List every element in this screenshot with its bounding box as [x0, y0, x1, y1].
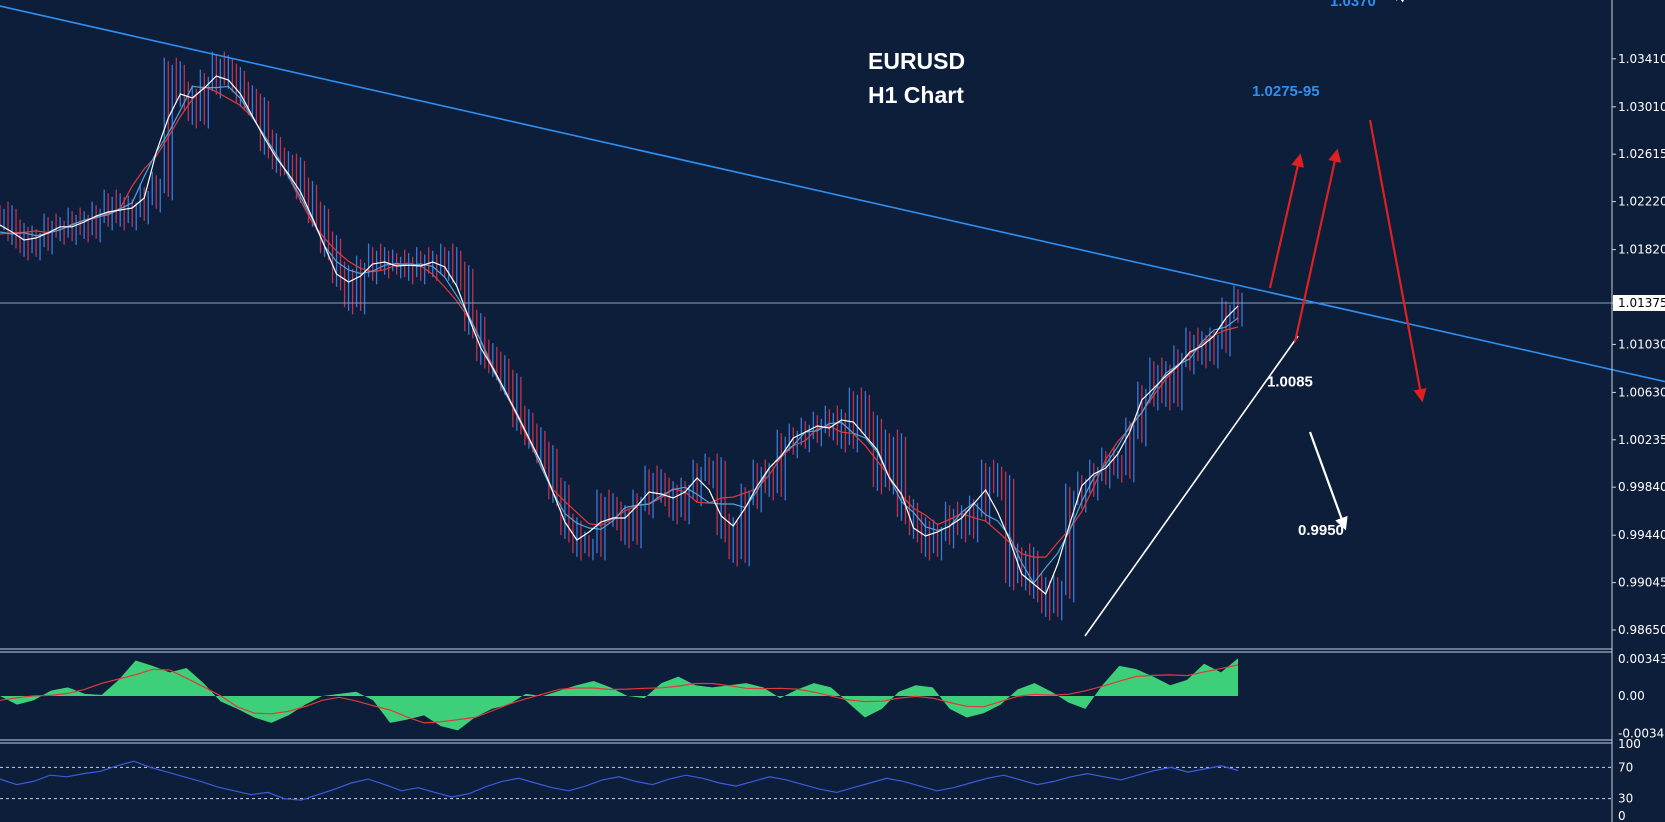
uptrend-trendline [1084, 335, 1299, 637]
price-tick-label: 0.98650 [1618, 623, 1665, 637]
rsi-tick-label: 0 [1618, 809, 1626, 822]
price-axis: 1.03410 1.03010 1.02615 1.02220 1.01820 1.013… [1612, 52, 1665, 822]
forecast-arrow-bull [1268, 153, 1305, 289]
price-tick-label: 1.02615 [1618, 147, 1665, 161]
macd-tick-label: 0.003432 [1618, 652, 1665, 666]
forecast-arrow-bear_alt [1308, 431, 1348, 531]
annotations: 1.0370 1.0275-95 1.0085 0.9950 [1252, 0, 1427, 539]
price-tick-label: 1.01820 [1618, 243, 1665, 257]
target-label: 1.0275-95 [1252, 83, 1320, 100]
current-price-box [1613, 295, 1665, 311]
chart-title: EURUSD [868, 48, 965, 74]
price-tick-label: 1.02220 [1618, 195, 1665, 209]
ma-mid-line [0, 85, 1239, 585]
macd-signal-line [0, 664, 1239, 724]
rsi-line [0, 760, 1239, 801]
macd-panel [0, 658, 1239, 731]
price-tick-label: 0.99045 [1618, 576, 1665, 590]
macd-histogram [0, 658, 1238, 731]
rsi-tick-label: 30 [1618, 792, 1633, 806]
price-tick-label: 1.00235 [1618, 433, 1665, 447]
current-price-label: 1.01375 [1618, 296, 1665, 310]
price-tick-label: 1.00630 [1618, 385, 1665, 399]
rsi-tick-label: 100 [1618, 737, 1641, 751]
downtrend-trendline [0, 5, 1665, 383]
rsi-panel [0, 760, 1612, 801]
price-tick-label: 1.03410 [1618, 52, 1665, 66]
target-label: 0.9950 [1298, 522, 1344, 539]
price-panel [0, 5, 1665, 637]
ma-fast-line [0, 75, 1239, 595]
target-label: 1.0370 [1330, 0, 1376, 10]
price-tick-label: 1.03010 [1618, 100, 1665, 114]
macd-tick-label: 0.00 [1618, 689, 1645, 703]
macd-tick-label: -0.00348 [1618, 726, 1665, 740]
price-tick-label: 0.99440 [1618, 528, 1665, 542]
forecast-arrow-bull [1293, 148, 1342, 343]
price-tick-label: 1.01030 [1618, 337, 1665, 351]
target-label: 1.0085 [1267, 373, 1313, 390]
chart-subtitle: H1 Chart [868, 82, 964, 108]
forecast-arrow-bear [1368, 119, 1427, 403]
rsi-tick-label: 70 [1618, 760, 1633, 774]
price-tick-label: 0.99840 [1618, 480, 1665, 494]
